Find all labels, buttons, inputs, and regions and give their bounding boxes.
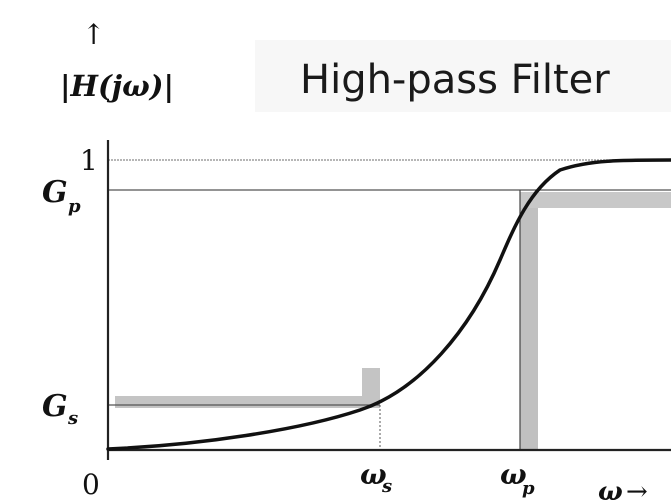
wp-symbol: ω bbox=[500, 458, 527, 491]
ws-subscript: s bbox=[381, 476, 392, 497]
x-axis-arrow: → bbox=[626, 477, 648, 503]
stopband-shade-horizontal bbox=[115, 396, 380, 408]
ws-symbol: ω bbox=[360, 458, 387, 491]
tick-label-wp: ω p bbox=[500, 458, 535, 499]
x-axis-label: ω bbox=[598, 477, 623, 503]
diagram-title: High-pass Filter bbox=[300, 57, 610, 103]
tick-label-zero: 0 bbox=[82, 468, 100, 501]
gs-subscript: s bbox=[67, 408, 78, 429]
tick-label-gs: G s bbox=[42, 389, 78, 429]
guide-lines bbox=[108, 159, 671, 450]
tick-label-one: 1 bbox=[80, 144, 98, 177]
tick-label-gp: G p bbox=[42, 175, 81, 217]
gp-subscript: p bbox=[68, 196, 81, 217]
stopband-shade-vertical bbox=[362, 368, 380, 408]
gs-symbol: G bbox=[42, 389, 68, 424]
passband-shade-vertical bbox=[520, 192, 538, 450]
magnitude-response-curve bbox=[106, 158, 671, 451]
y-axis-arrow: ↑ bbox=[82, 18, 105, 51]
spec-shading bbox=[115, 192, 671, 450]
title-background bbox=[255, 40, 671, 112]
tick-label-ws: ω s bbox=[360, 458, 392, 497]
passband-shade-horizontal bbox=[520, 192, 671, 208]
gp-symbol: G bbox=[42, 175, 68, 210]
y-axis-label: |H(jω)| bbox=[60, 69, 174, 103]
wp-subscript: p bbox=[522, 478, 535, 499]
